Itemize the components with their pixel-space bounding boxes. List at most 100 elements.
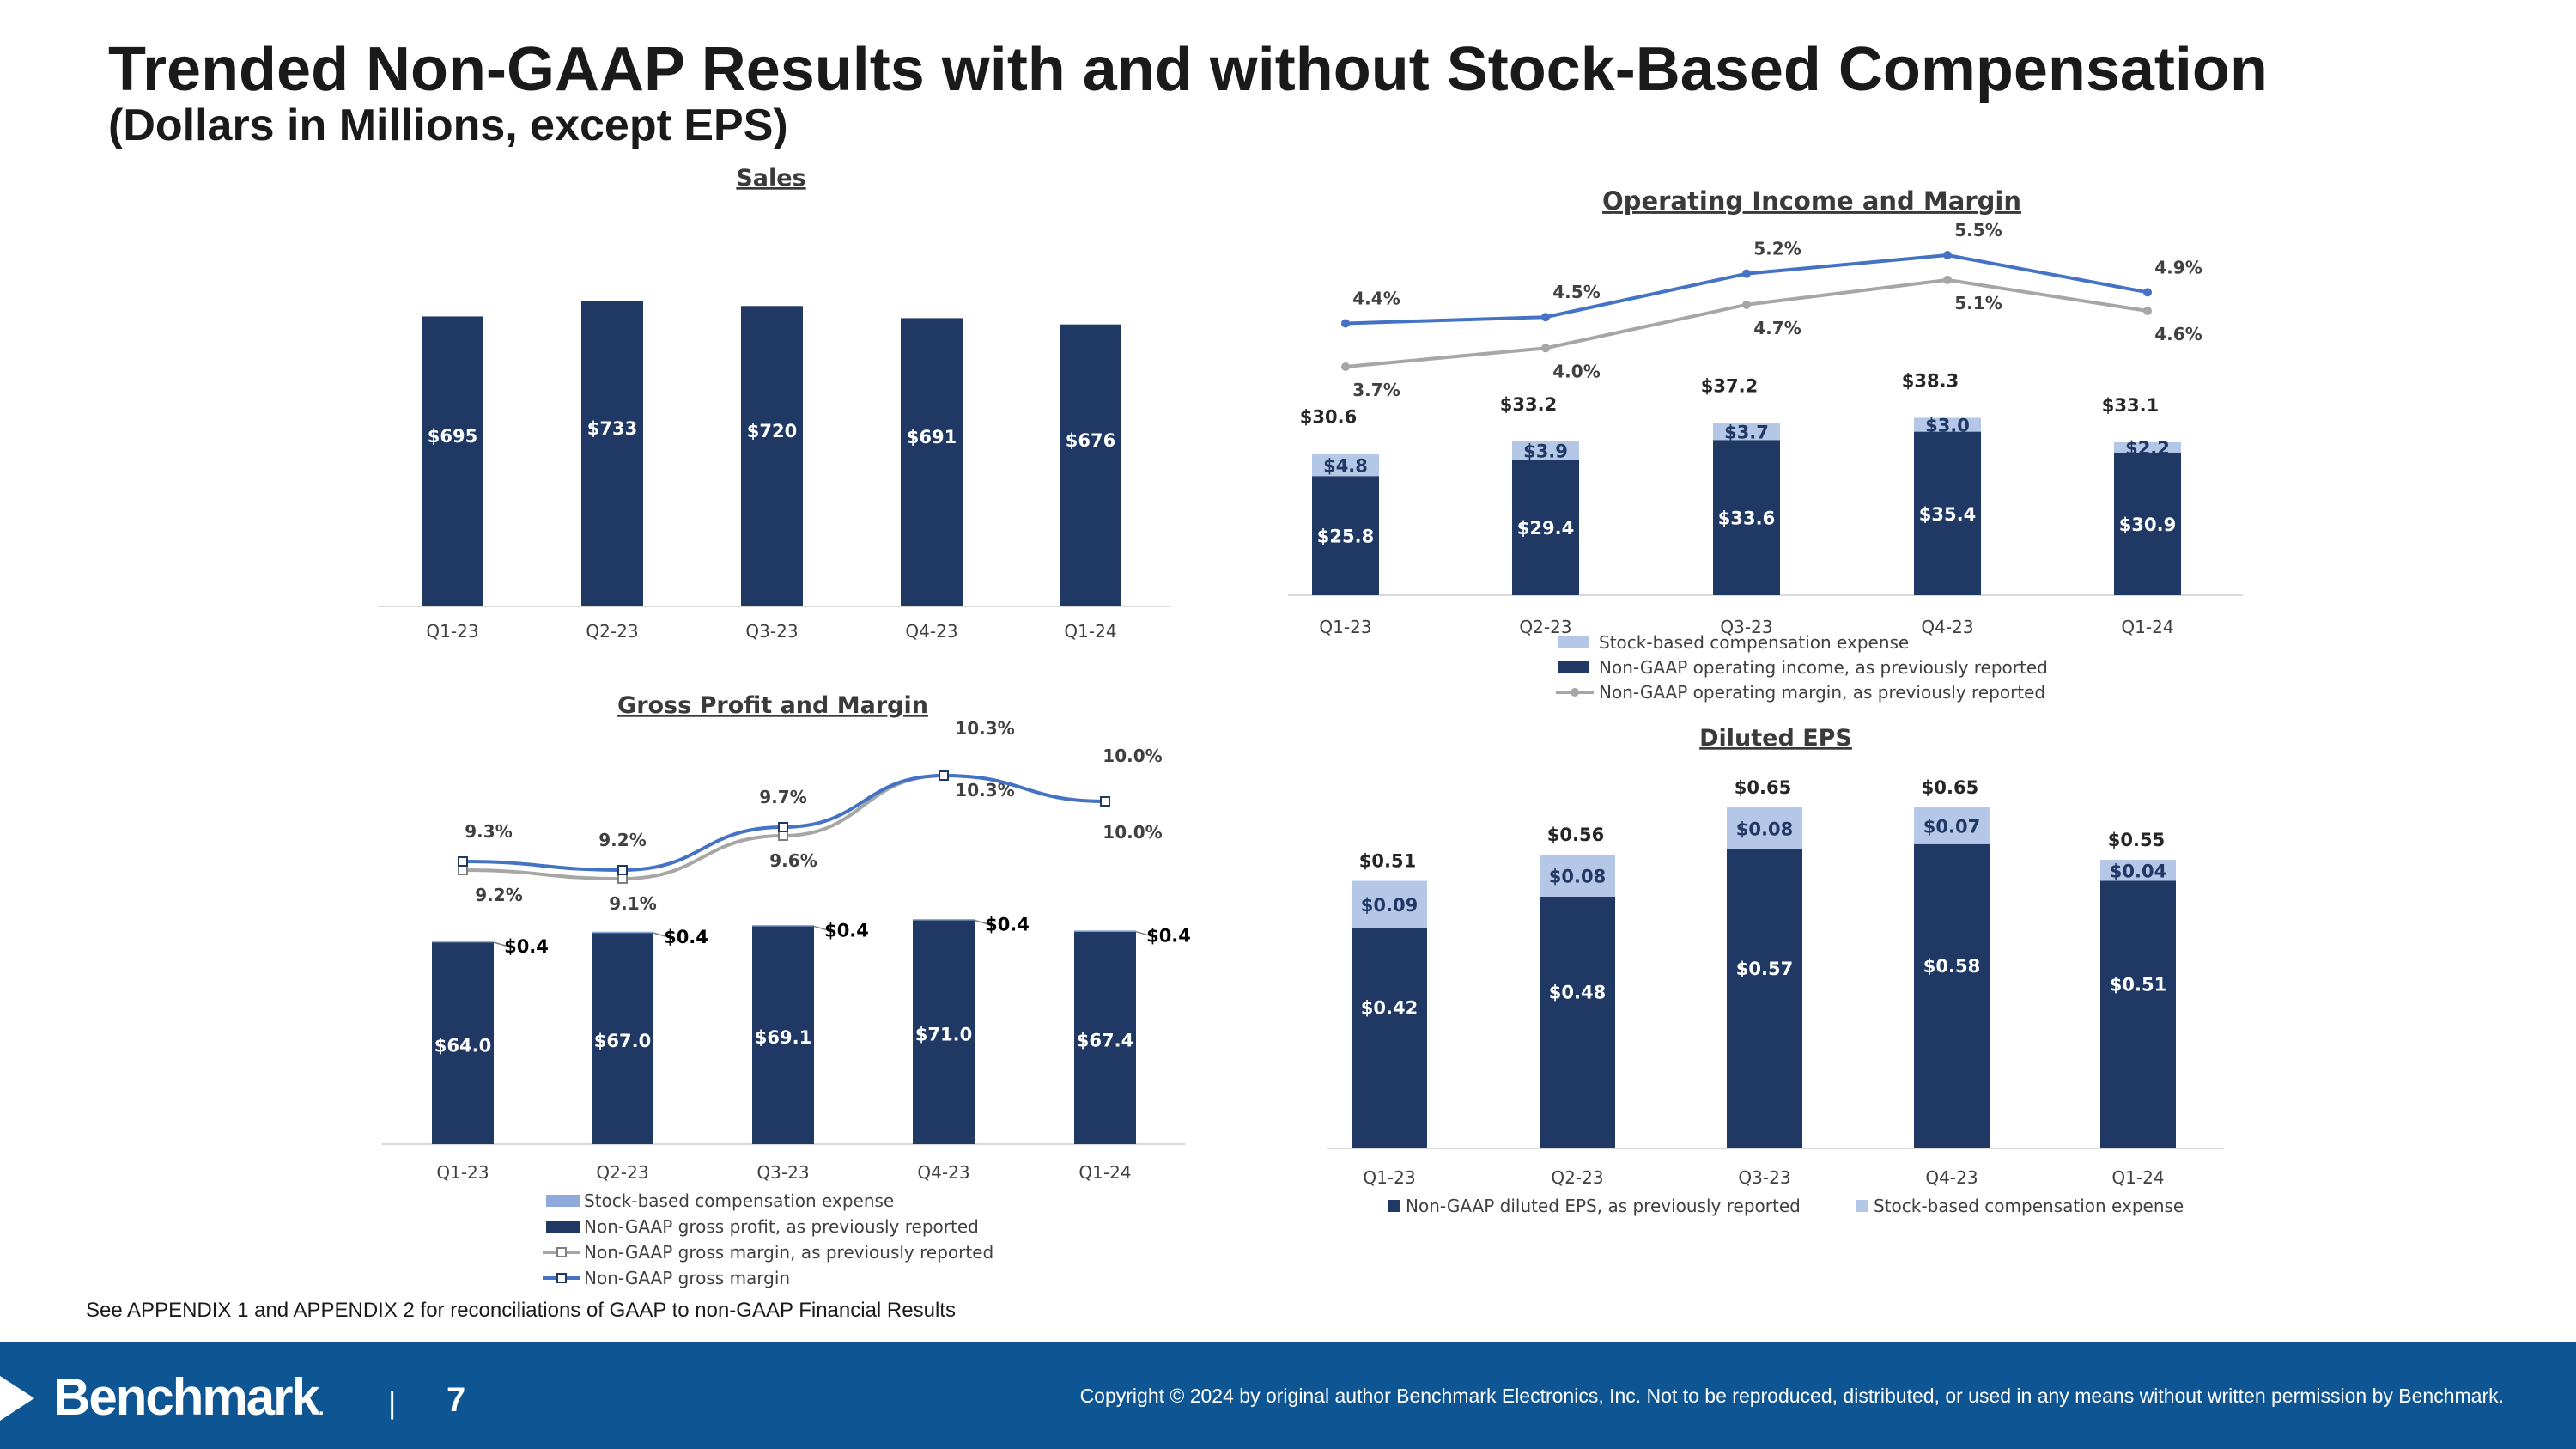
bar-sbc <box>1914 417 1981 432</box>
footer-bar <box>0 1342 2576 1449</box>
legend-swatch <box>1388 1200 1400 1212</box>
tick-label: Q1-23 <box>436 1162 489 1183</box>
total-label: $33.2 <box>1500 394 1557 415</box>
page-subtitle: (Dollars in Millions, except EPS) <box>108 100 788 150</box>
legend-label: Stock-based compensation expense <box>1599 632 1909 653</box>
line-label: 3.7% <box>1352 380 1400 400</box>
total-label: $30.6 <box>1300 406 1357 427</box>
data-label-sbc: $3.0 <box>1925 416 1970 436</box>
bar-gross-profit <box>752 926 814 1144</box>
data-label: $691 <box>907 427 957 447</box>
legend-marker <box>556 1247 567 1257</box>
line-point <box>1943 251 1952 259</box>
line-point <box>778 822 788 832</box>
bar-diluted-eps <box>1914 843 1990 1148</box>
line-label: 10.3% <box>955 718 1014 739</box>
sales-chart: Sales $695 Q1-23 $733 Q2-23 $720 Q3-23 $691 Q4-2… <box>378 165 1170 642</box>
line-label: 10.0% <box>1103 822 1162 843</box>
page-title: Trended Non-GAAP Results with and withou… <box>108 35 2268 104</box>
leader-line <box>813 925 827 931</box>
data-label-sbc: $0.4 <box>664 927 708 947</box>
chart-title: Diluted EPS <box>1699 725 1852 752</box>
data-label-sbc: $0.4 <box>985 914 1030 935</box>
line-point <box>1541 344 1550 353</box>
bar-diluted-eps <box>1352 928 1427 1148</box>
legend-label: Non-GAAP operating margin, as previously… <box>1599 682 2045 703</box>
bar-sbc <box>1727 807 1802 849</box>
bar-operating-income <box>1312 476 1379 595</box>
bar-operating-income <box>1512 459 1579 595</box>
bar-gross-profit <box>592 933 653 1144</box>
leader-line <box>974 919 987 925</box>
tick-label: Q1-24 <box>2121 617 2173 637</box>
line-point <box>1341 319 1350 328</box>
data-label: $33.6 <box>1718 508 1775 529</box>
bar <box>1060 324 1121 606</box>
line-point <box>1742 300 1751 309</box>
data-label-sbc: $0.08 <box>1549 866 1606 886</box>
line-point <box>2143 307 2152 315</box>
bar <box>741 306 803 606</box>
operating-income-chart: Operating Income and Margin $25.8 $4.8 $30.… <box>1288 186 2243 703</box>
legend-label: Non-GAAP diluted EPS, as previously repo… <box>1406 1196 1801 1216</box>
bar-diluted-eps <box>1727 849 1802 1148</box>
data-label-sbc: $0.4 <box>504 936 549 957</box>
line-label: 9.1% <box>609 893 656 914</box>
tick-label: Q3-23 <box>1720 617 1772 637</box>
data-label-sbc: $0.08 <box>1736 819 1793 839</box>
data-label: $35.4 <box>1919 504 1976 525</box>
chart-title: Gross Profit and Margin <box>617 692 928 719</box>
data-label: $0.58 <box>1923 956 1980 977</box>
bar-gross-profit <box>913 920 975 1144</box>
bar-sbc <box>592 931 653 934</box>
line-point <box>1943 275 1952 284</box>
leader-line <box>1135 930 1149 936</box>
line-point <box>2143 288 2152 297</box>
data-label: $0.42 <box>1361 998 1418 1019</box>
legend-swatch <box>1558 661 1589 673</box>
page-number: 7 <box>447 1381 466 1419</box>
bar-diluted-eps <box>1540 896 1615 1148</box>
leader-line <box>653 932 666 937</box>
bar-gross-profit <box>1074 931 1136 1144</box>
tick-label: Q3-23 <box>1738 1167 1790 1188</box>
data-label: $30.9 <box>2119 514 2176 535</box>
data-label: $69.1 <box>755 1027 811 1048</box>
legend-swatch <box>1558 636 1589 648</box>
data-label: $67.4 <box>1077 1030 1133 1050</box>
line-label: 9.6% <box>769 850 817 871</box>
copyright-text: Copyright © 2024 by original author Benc… <box>1079 1385 2504 1407</box>
chart-title: Sales <box>736 165 805 192</box>
bar-operating-income <box>2114 452 2181 595</box>
tick-label: Q1-24 <box>1078 1162 1131 1183</box>
legend-swatch <box>546 1195 580 1207</box>
line-label: 4.6% <box>2154 324 2202 344</box>
line-label: 9.2% <box>475 885 522 905</box>
line-label: 5.5% <box>1954 220 2002 240</box>
bar-sbc <box>1352 880 1427 928</box>
data-label: $29.4 <box>1517 518 1574 539</box>
tick-label: Q2-23 <box>1519 617 1571 637</box>
legend-label: Stock-based compensation expense <box>1874 1196 2184 1216</box>
tick-label: Q1-23 <box>1363 1167 1415 1188</box>
tick-label: Q1-23 <box>1319 617 1371 637</box>
bar-operating-income <box>1713 440 1780 595</box>
legend-label: Non-GAAP gross profit, as previously rep… <box>584 1216 979 1237</box>
tick-label: Q4-23 <box>905 621 957 642</box>
data-label: $720 <box>747 421 797 441</box>
line-label: 10.0% <box>1103 746 1162 766</box>
data-label: $695 <box>428 426 477 447</box>
line-point <box>617 865 628 875</box>
tick-label: Q1-24 <box>2111 1167 2164 1188</box>
tick-label: Q4-23 <box>917 1162 969 1183</box>
data-label: $733 <box>587 418 637 439</box>
legend-label: Stock-based compensation expense <box>584 1190 894 1211</box>
line-label: 9.3% <box>465 821 512 842</box>
legend-label: Non-GAAP gross margin <box>584 1268 790 1288</box>
chart-title: Operating Income and Margin <box>1602 186 2021 216</box>
bar <box>422 316 483 606</box>
line-point <box>1100 796 1110 807</box>
tick-label: Q2-23 <box>586 621 638 642</box>
data-label-sbc: $0.04 <box>2110 861 2166 881</box>
diluted-eps-chart: Diluted EPS $0.42 $0.09 $0.51 Q1-23 $0.48 $0.0… <box>1327 725 2224 1216</box>
